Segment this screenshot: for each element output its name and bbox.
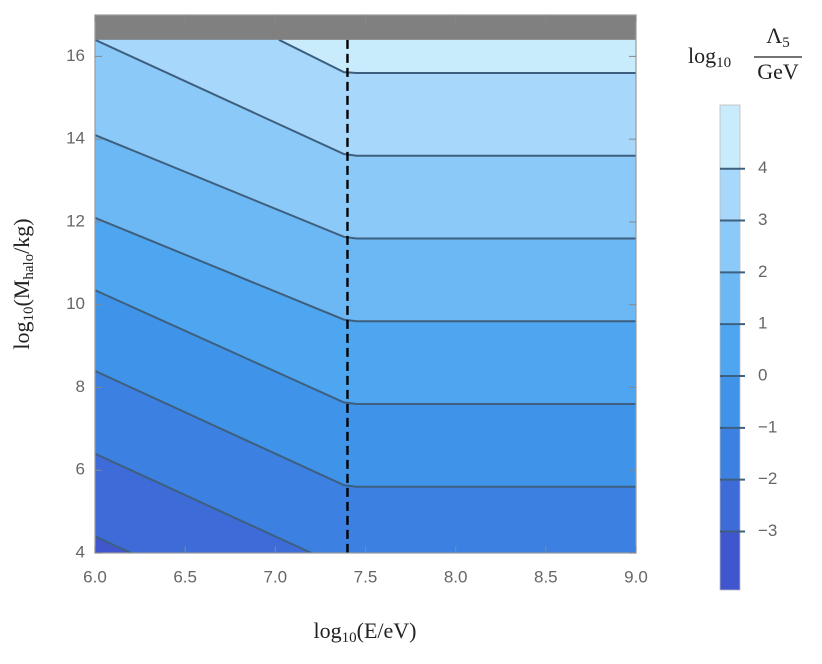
y-tick-label: 14 — [66, 129, 85, 148]
colorbar-tick-label: 0 — [758, 365, 767, 384]
y-tick-label: 10 — [66, 294, 85, 313]
contour-line — [95, 289, 636, 406]
y-tick-label: 12 — [66, 211, 85, 230]
contour-line — [95, 134, 636, 240]
x-tick-label: 6.5 — [173, 567, 197, 586]
colorbar-band — [720, 427, 740, 480]
y-label-subscript2: halo — [21, 254, 37, 280]
colorbar-band — [720, 105, 740, 169]
x-tick-label: 7.0 — [264, 567, 288, 586]
colorbar-frame — [719, 104, 741, 591]
x-tick-label: 7.5 — [354, 567, 378, 586]
colorbar-band — [720, 324, 740, 376]
contour-line — [95, 216, 636, 323]
x-tick-label: 6.0 — [83, 567, 107, 586]
contour-line — [95, 38, 636, 157]
colorbar-band — [720, 531, 740, 590]
colorbar-band — [720, 220, 740, 273]
x-label-prefix: log — [314, 618, 342, 643]
colorbar-tick-label: −1 — [758, 417, 777, 436]
colorbar-tick-label: 3 — [758, 210, 767, 229]
y-tick-label: 4 — [76, 542, 85, 561]
colorbar-title-lambda: Λ — [766, 23, 782, 48]
x-axis-label: log10(E/eV) — [314, 618, 417, 646]
region-fill — [95, 15, 636, 553]
colorbar-title-prefix: log — [688, 43, 716, 68]
y-tick-label: 8 — [76, 377, 85, 396]
colorbar-title: log10 Λ5 GeV — [688, 23, 802, 84]
contour-fills — [95, 15, 636, 553]
y-axis-label: log10(Mhalo/kg) — [9, 218, 37, 349]
colorbar-tick-label: 4 — [758, 158, 767, 177]
colorbar-band — [720, 375, 740, 428]
contour-line — [95, 452, 312, 553]
colorbar-band — [720, 479, 740, 532]
contour-line — [278, 38, 636, 74]
colorbar-tick-label: −2 — [758, 469, 777, 488]
x-label-body: (E/eV) — [357, 618, 417, 643]
colorbar-title-numerator: Λ5 — [766, 23, 789, 51]
colorbar-title-log: log10 — [688, 43, 731, 71]
x-label-subscript: 10 — [342, 630, 357, 646]
y-label-open: (M — [9, 280, 34, 307]
y-label-prefix: log — [9, 322, 34, 350]
colorbar-title-numerator-sub: 5 — [782, 35, 790, 51]
y-tick-label: 6 — [76, 460, 85, 479]
colorbar-title-subscript: 10 — [716, 55, 731, 71]
y-tick-label: 16 — [66, 46, 85, 65]
colorbar-tick-label: 1 — [758, 314, 767, 333]
y-label-subscript: 10 — [21, 307, 37, 322]
colorbar-tick-label: −3 — [758, 521, 777, 540]
colorbar-title-denominator: GeV — [757, 59, 799, 84]
region-fill — [95, 15, 636, 553]
contour-line — [95, 535, 132, 553]
x-tick-label: 8.0 — [444, 567, 468, 586]
colorbar-tick-label: 2 — [758, 262, 767, 281]
contour-line — [95, 369, 636, 488]
x-tick-label: 9.0 — [624, 567, 648, 586]
colorbar-band — [720, 272, 740, 325]
y-label-close: /kg) — [9, 218, 34, 253]
plot-area — [94, 14, 637, 554]
x-tick-label: 8.5 — [534, 567, 558, 586]
colorbar-band — [720, 168, 740, 221]
